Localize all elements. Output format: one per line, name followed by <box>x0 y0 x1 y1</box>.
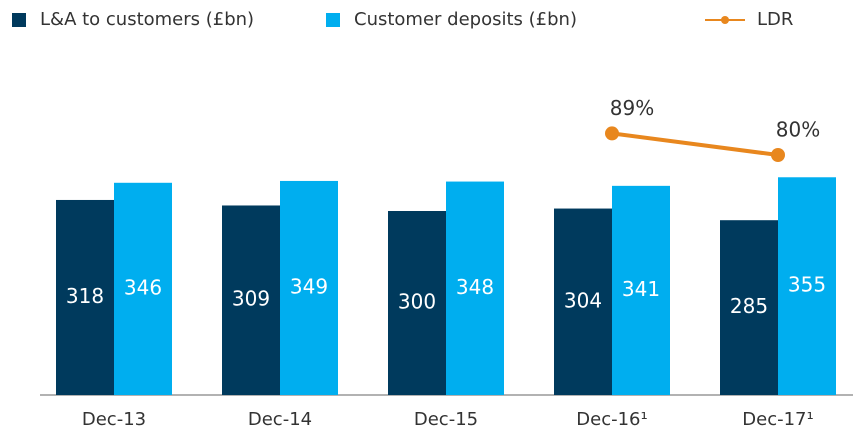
bar <box>720 220 778 395</box>
x-tick-label: Dec-15 <box>414 409 478 430</box>
bar <box>388 211 446 395</box>
data-label: 346 <box>124 275 162 299</box>
bar <box>554 208 612 395</box>
data-label: 304 <box>564 288 602 312</box>
legend-label: L&A to customers (£bn) <box>40 9 254 30</box>
data-label: 89% <box>610 96 654 120</box>
data-label: 309 <box>232 287 270 311</box>
data-label: 80% <box>776 118 820 142</box>
bar <box>280 180 338 395</box>
data-label: 318 <box>66 284 104 308</box>
bar <box>778 177 836 395</box>
legend-marker <box>721 16 729 24</box>
x-tick-label: Dec-14 <box>248 409 312 430</box>
legend-swatch <box>326 13 340 27</box>
legend-label: Customer deposits (£bn) <box>354 9 577 30</box>
x-tick-label: Dec-16¹ <box>576 409 647 430</box>
bar <box>56 199 114 395</box>
data-label: 349 <box>290 274 328 298</box>
bar <box>612 185 670 395</box>
ldr-point <box>771 148 785 162</box>
x-tick-label: Dec-17¹ <box>742 409 813 430</box>
bar <box>114 182 172 395</box>
data-label: 341 <box>622 277 660 301</box>
data-label: 355 <box>788 273 826 297</box>
ldr-point <box>605 126 619 141</box>
bar <box>222 205 280 395</box>
data-label: 285 <box>730 294 768 318</box>
legend-label: LDR <box>757 9 793 30</box>
x-tick-label: Dec-13 <box>82 409 146 430</box>
data-label: 348 <box>456 275 494 299</box>
legend-swatch <box>12 13 26 27</box>
ldr-line <box>611 131 779 157</box>
bar <box>446 181 504 395</box>
data-label: 300 <box>398 290 436 314</box>
